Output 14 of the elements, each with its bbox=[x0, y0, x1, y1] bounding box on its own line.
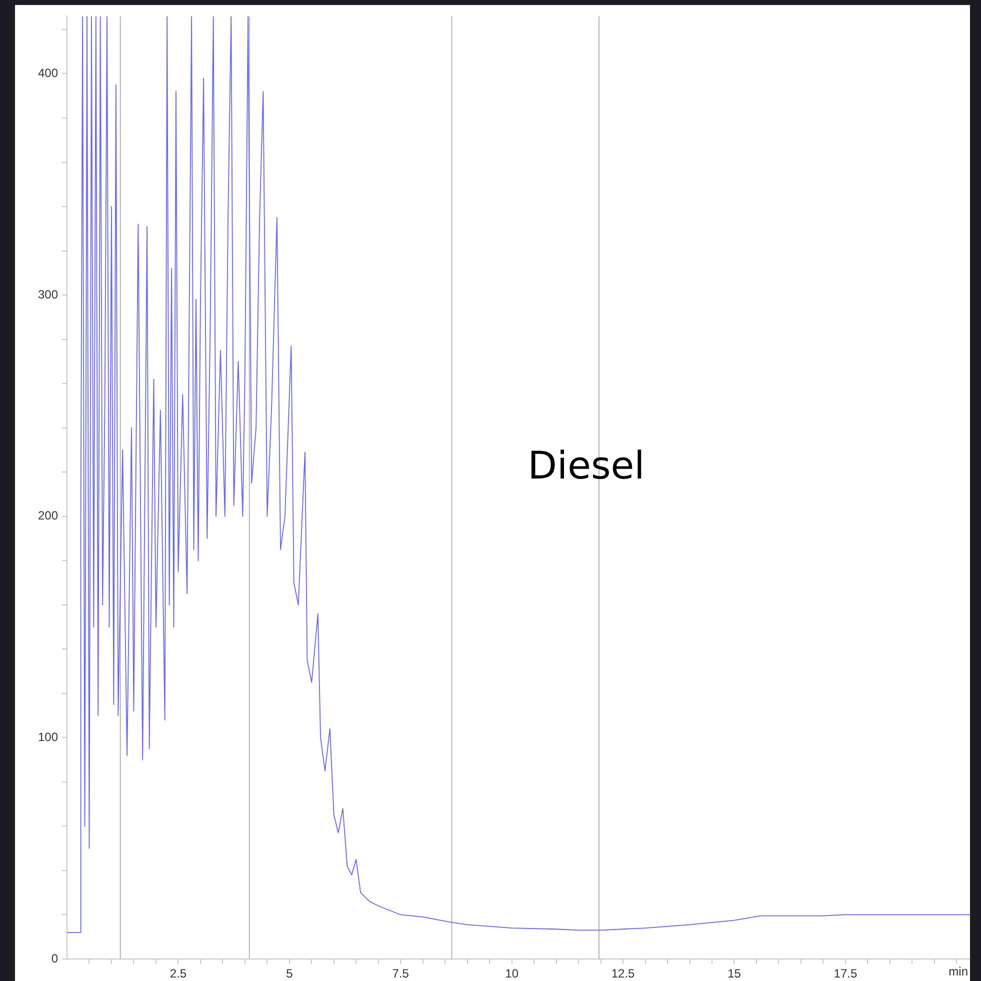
x-tick-label: 2.5 bbox=[170, 966, 187, 981]
y-tick-label: 400 bbox=[38, 66, 58, 80]
x-axis-title: min bbox=[948, 964, 968, 978]
x-tick-label: 7.5 bbox=[392, 966, 410, 981]
x-tick-label: 5 bbox=[286, 966, 294, 981]
x-tick-label: 12.5 bbox=[611, 966, 636, 981]
y-tick-label: 100 bbox=[38, 730, 58, 744]
x-tick-label: 17.5 bbox=[834, 966, 858, 981]
x-tick-label: 10 bbox=[505, 966, 519, 981]
annotation: Diesel bbox=[528, 444, 645, 488]
y-tick-label: 0 bbox=[51, 951, 58, 966]
x-tick-label: 15 bbox=[728, 966, 742, 981]
y-tick-label: 200 bbox=[38, 508, 58, 523]
y-tick-label: 300 bbox=[38, 287, 58, 302]
